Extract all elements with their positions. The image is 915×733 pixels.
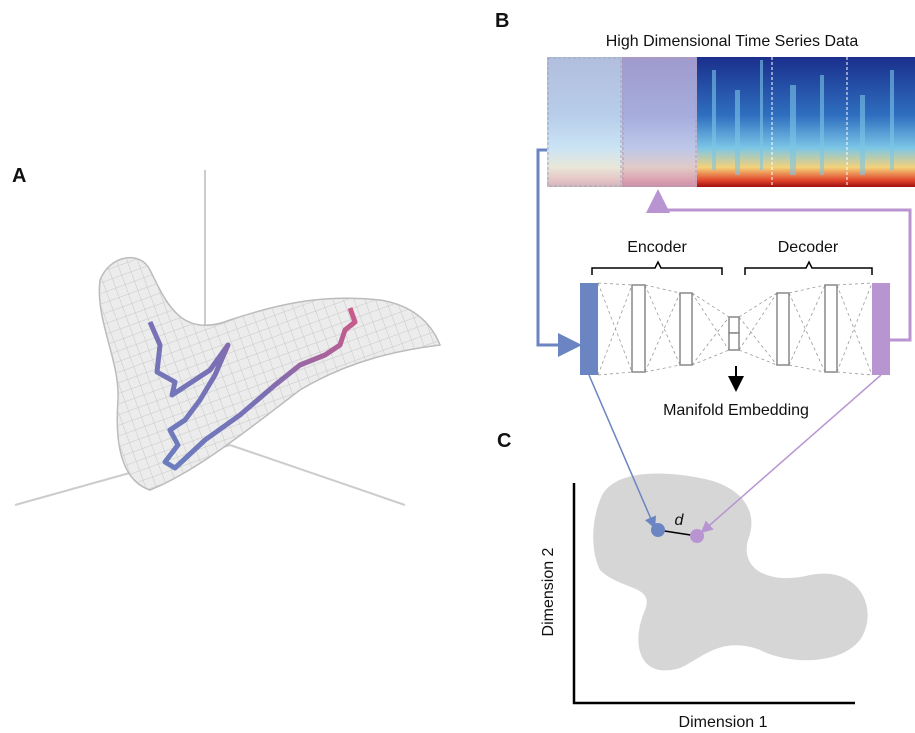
projection-arrow: [703, 375, 881, 531]
heatmap-title: High Dimensional Time Series Data: [606, 33, 859, 50]
embedded-point: [651, 523, 665, 537]
embedded-point: [690, 529, 704, 543]
y-axis-label: Dimension 2: [540, 547, 557, 636]
heatmap: [547, 57, 915, 187]
encoder-label: Encoder: [627, 239, 687, 256]
distance-label: d: [675, 512, 685, 529]
figure: A B High Dimensional Time Series Data: [0, 0, 915, 733]
x-axis-label: Dimension 1: [679, 714, 768, 731]
manifold-3d: [15, 170, 440, 505]
embedding-region: [593, 473, 867, 670]
panel-label: C: [497, 430, 511, 452]
autoencoder: [580, 262, 890, 375]
decoder-label: Decoder: [778, 239, 839, 256]
panel-label: A: [12, 165, 26, 187]
panel-label: B: [495, 10, 509, 32]
embedding-label: Manifold Embedding: [663, 402, 809, 419]
